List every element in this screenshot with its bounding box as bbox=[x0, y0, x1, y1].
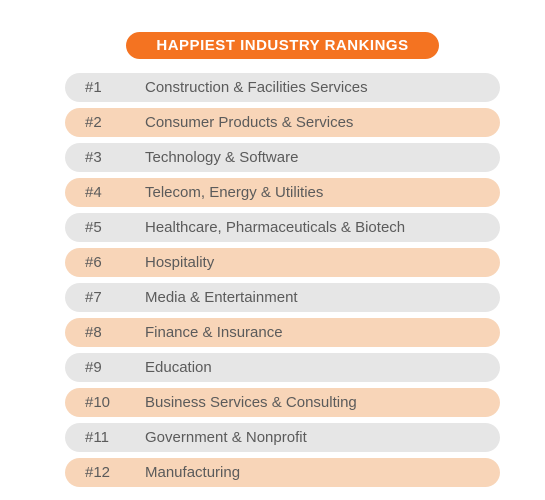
rank-label: #8 bbox=[85, 324, 145, 341]
rank-label: #5 bbox=[85, 219, 145, 236]
page-title: HAPPIEST INDUSTRY RANKINGS bbox=[126, 32, 438, 59]
ranking-row: #8 Finance & Insurance bbox=[65, 318, 500, 347]
rank-label: #10 bbox=[85, 394, 145, 411]
rank-label: #11 bbox=[85, 429, 145, 446]
rank-label: #4 bbox=[85, 184, 145, 201]
industry-label: Technology & Software bbox=[145, 149, 480, 166]
rank-label: #7 bbox=[85, 289, 145, 306]
rank-label: #6 bbox=[85, 254, 145, 271]
industry-label: Consumer Products & Services bbox=[145, 114, 480, 131]
ranking-row: #10 Business Services & Consulting bbox=[65, 388, 500, 417]
ranking-row: #9 Education bbox=[65, 353, 500, 382]
industry-label: Business Services & Consulting bbox=[145, 394, 480, 411]
ranking-row: #7 Media & Entertainment bbox=[65, 283, 500, 312]
rank-label: #9 bbox=[85, 359, 145, 376]
industry-label: Construction & Facilities Services bbox=[145, 79, 480, 96]
ranking-row: #5 Healthcare, Pharmaceuticals & Biotech bbox=[65, 213, 500, 242]
ranking-row: #3 Technology & Software bbox=[65, 143, 500, 172]
industry-label: Manufacturing bbox=[145, 464, 480, 481]
industry-label: Healthcare, Pharmaceuticals & Biotech bbox=[145, 219, 480, 236]
rank-label: #1 bbox=[85, 79, 145, 96]
rank-label: #2 bbox=[85, 114, 145, 131]
ranking-row: #6 Hospitality bbox=[65, 248, 500, 277]
industry-label: Finance & Insurance bbox=[145, 324, 480, 341]
industry-label: Telecom, Energy & Utilities bbox=[145, 184, 480, 201]
rank-label: #12 bbox=[85, 464, 145, 481]
industry-label: Education bbox=[145, 359, 480, 376]
ranking-row: #4 Telecom, Energy & Utilities bbox=[65, 178, 500, 207]
ranking-row: #2 Consumer Products & Services bbox=[65, 108, 500, 137]
rank-label: #3 bbox=[85, 149, 145, 166]
industry-label: Media & Entertainment bbox=[145, 289, 480, 306]
ranking-row: #12 Manufacturing bbox=[65, 458, 500, 487]
industry-label: Hospitality bbox=[145, 254, 480, 271]
ranking-row: #11 Government & Nonprofit bbox=[65, 423, 500, 452]
rankings-list: #1 Construction & Facilities Services #2… bbox=[65, 73, 500, 487]
ranking-row: #1 Construction & Facilities Services bbox=[65, 73, 500, 102]
industry-label: Government & Nonprofit bbox=[145, 429, 480, 446]
title-container: HAPPIEST INDUSTRY RANKINGS bbox=[65, 32, 500, 59]
